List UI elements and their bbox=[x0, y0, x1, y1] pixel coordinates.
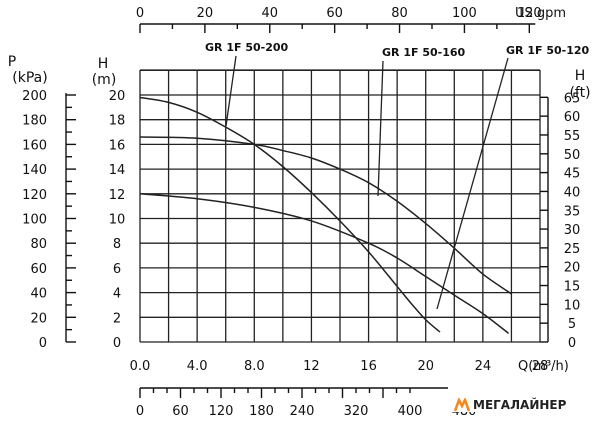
grid bbox=[139, 69, 541, 343]
q-tick-label: 8.0 bbox=[244, 359, 265, 374]
h-m-tick-label: 6 bbox=[113, 262, 121, 277]
p-kpa-tick-label: 20 bbox=[30, 311, 47, 326]
label-gr-1f-50-120: GR 1F 50-120 bbox=[506, 44, 590, 57]
h-m-tick-label: 12 bbox=[109, 188, 126, 203]
gpm-tick-label: 100 bbox=[452, 6, 477, 21]
leader-gr-1f-50-160 bbox=[377, 60, 384, 197]
gpm-tick-label: 80 bbox=[391, 6, 408, 21]
h-ft-tick-label: 15 bbox=[564, 280, 581, 295]
h-ft-tick-label: 5 bbox=[568, 317, 576, 332]
q-tick-label: 20 bbox=[417, 359, 434, 374]
p-kpa-tick-label: 80 bbox=[30, 237, 47, 252]
curve-gr-1f-50-200 bbox=[139, 96, 441, 333]
axes bbox=[65, 23, 549, 398]
h-m-tick-label: 0 bbox=[113, 336, 121, 351]
gpm-tick-label: 40 bbox=[261, 6, 278, 21]
bottom-tick-label: 400 bbox=[398, 404, 423, 419]
p-kpa-tick-label: 60 bbox=[30, 262, 47, 277]
gpm-tick-label: 120 bbox=[517, 6, 542, 21]
curves bbox=[139, 96, 512, 334]
bottom-tick-label: 240 bbox=[290, 404, 315, 419]
h-m-tick-label: 8 bbox=[113, 237, 121, 252]
p-kpa-tick-label: 40 bbox=[30, 287, 47, 302]
h-ft-tick-label: 0 bbox=[568, 336, 576, 351]
leader-gr-1f-50-120 bbox=[436, 57, 509, 310]
bottom-tick-label: 320 bbox=[344, 404, 369, 419]
h-m-axis-title: H bbox=[98, 56, 109, 72]
p-axis-unit: (kPa) bbox=[12, 70, 47, 86]
bottom-tick-label: 180 bbox=[249, 404, 274, 419]
h-m-tick-label: 2 bbox=[113, 311, 121, 326]
gpm-tick-label: 60 bbox=[326, 6, 343, 21]
h-ft-tick-label: 10 bbox=[564, 298, 581, 313]
h-ft-tick-label: 20 bbox=[564, 261, 581, 276]
h-m-tick-label: 20 bbox=[109, 89, 126, 104]
q-tick-label: 12 bbox=[303, 359, 320, 374]
megaliner-logo: МЕГАЛАЙНЕР bbox=[452, 398, 569, 412]
h-m-tick-label: 16 bbox=[109, 138, 126, 153]
label-gr-1f-50-160: GR 1F 50-160 bbox=[382, 46, 466, 59]
gpm-tick-label: 0 bbox=[136, 6, 144, 21]
p-kpa-tick-label: 140 bbox=[22, 163, 47, 178]
p-kpa-tick-label: 180 bbox=[22, 114, 47, 129]
h-m-tick-label: 14 bbox=[109, 163, 126, 178]
q-tick-label: 28 bbox=[532, 359, 549, 374]
h-ft-tick-label: 30 bbox=[564, 223, 581, 238]
h-ft-tick-label: 35 bbox=[564, 204, 581, 219]
h-ft-tick-label: 40 bbox=[564, 185, 581, 200]
p-kpa-tick-label: 100 bbox=[22, 213, 47, 228]
logo-text: МЕГАЛАЙНЕР bbox=[473, 398, 567, 412]
label-gr-1f-50-200: GR 1F 50-200 bbox=[205, 41, 289, 54]
h-ft-tick-label: 60 bbox=[564, 110, 581, 125]
p-kpa-tick-label: 160 bbox=[22, 138, 47, 153]
curve-gr-1f-50-160 bbox=[139, 136, 512, 295]
h-ft-tick-label: 50 bbox=[564, 148, 581, 163]
gpm-tick-label: 20 bbox=[197, 6, 214, 21]
q-tick-label: 0.0 bbox=[130, 359, 151, 374]
h-ft-tick-label: 65 bbox=[564, 91, 581, 106]
h-m-tick-label: 4 bbox=[113, 287, 121, 302]
q-tick-label: 24 bbox=[475, 359, 492, 374]
curve-labels: GR 1F 50-200 GR 1F 50-160 GR 1F 50-120 bbox=[205, 41, 590, 310]
p-kpa-tick-label: 200 bbox=[22, 89, 47, 104]
logo-m-icon bbox=[454, 398, 470, 412]
curve-gr-1f-50-120 bbox=[139, 193, 510, 334]
h-ft-tick-label: 25 bbox=[564, 242, 581, 257]
p-axis-title: P bbox=[8, 54, 16, 70]
h-m-tick-label: 18 bbox=[109, 114, 126, 129]
q-axis-title: Q(m³/h) bbox=[518, 359, 569, 374]
q-tick-label: 16 bbox=[360, 359, 377, 374]
p-kpa-tick-label: 120 bbox=[22, 188, 47, 203]
h-ft-axis-unit: (ft) bbox=[569, 85, 590, 101]
leader-gr-1f-50-200 bbox=[225, 55, 237, 127]
h-m-axis-unit: (m) bbox=[92, 72, 117, 88]
bottom-tick-label: 120 bbox=[209, 404, 234, 419]
h-ft-tick-label: 45 bbox=[564, 167, 581, 182]
tick-labels: 02468101214161820H(m)0204060801001201401… bbox=[8, 6, 591, 419]
h-m-tick-label: 10 bbox=[109, 213, 126, 228]
bottom-tick-label: 60 bbox=[172, 404, 189, 419]
q-tick-label: 4.0 bbox=[187, 359, 208, 374]
bottom-tick-label: 0 bbox=[136, 404, 144, 419]
h-ft-tick-label: 55 bbox=[564, 129, 581, 144]
gpm-axis-title: US gpm bbox=[515, 6, 566, 21]
p-kpa-tick-label: 0 bbox=[39, 336, 47, 351]
h-ft-axis-title: H bbox=[575, 68, 586, 84]
